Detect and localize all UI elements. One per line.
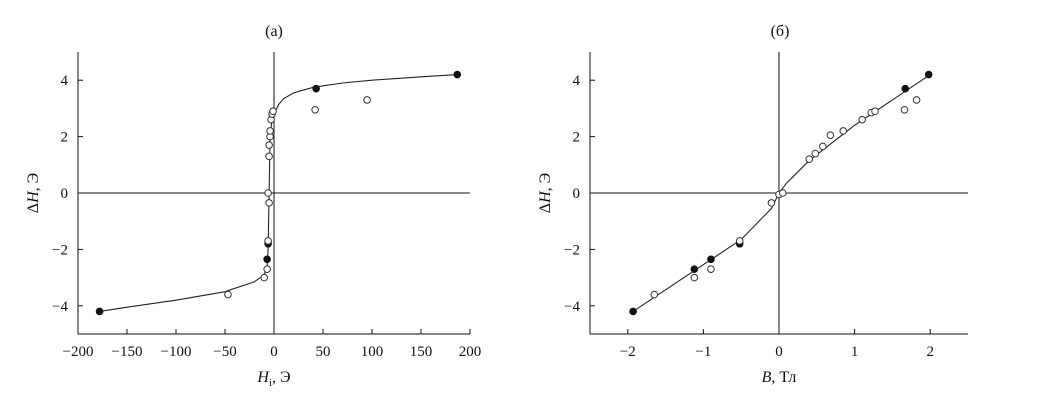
data-point-open [839, 127, 848, 135]
data-point-filled [707, 255, 715, 264]
data-point-open [363, 96, 371, 104]
data-point-filled [629, 307, 637, 316]
x-tick-label: −50 [213, 344, 236, 360]
y-tick-label: −2 [564, 242, 580, 258]
data-point-filled [924, 70, 933, 79]
y-tick-label: 4 [61, 73, 69, 89]
x-tick-label: 50 [316, 344, 331, 360]
x-tick-label: 2 [926, 344, 934, 360]
data-point-open [266, 127, 274, 135]
chart-panel-2: (б) −2 −1 0 1 2 −4 −2 0 2 4 B, Тл ΔH, Э [537, 23, 968, 386]
y-axis-label: ΔH, Э [25, 173, 42, 213]
y-tick-label: −4 [564, 299, 580, 315]
y-tick-label: −4 [52, 299, 68, 315]
x-tick-label: 0 [775, 344, 783, 360]
data-point-open [900, 106, 909, 114]
y-tick-label: 0 [573, 186, 581, 202]
data-point-open [264, 189, 272, 197]
x-tick-label: −200 [63, 344, 94, 360]
y-tick-label: 0 [61, 186, 69, 202]
y-axis-label: ΔH, Э [537, 173, 554, 213]
data-point-open [269, 107, 277, 116]
data-point-open [871, 107, 879, 116]
chart-title: (a) [265, 23, 283, 40]
chart-title: (б) [771, 23, 790, 40]
y-tick-label: −2 [52, 242, 68, 258]
data-point-open [826, 131, 835, 139]
data-point-filled [95, 307, 104, 316]
data-point-open [707, 265, 715, 273]
data-point-open [778, 189, 787, 197]
y-tick-label: 2 [573, 130, 581, 146]
x-axis-label: B, Тл [762, 369, 797, 386]
x-tick-label: 150 [410, 344, 433, 360]
data-point-open [263, 265, 271, 273]
x-tick-label: 200 [459, 344, 482, 360]
data-point-open [858, 115, 866, 124]
x-axis-label: Hi, Э [256, 369, 290, 389]
x-tick-label: −100 [161, 344, 192, 360]
data-point-open [260, 273, 269, 282]
x-tick-label: −1 [695, 344, 711, 360]
data-point-open [811, 149, 820, 158]
data-point-open [912, 96, 921, 104]
x-tick-label: 0 [270, 344, 278, 360]
chart-panel-1: (a) −200 −150 −100 −50 0 50 100 150 200 −4 −2 0 2 4 Hi,… [25, 23, 481, 389]
x-tick-label: −150 [112, 344, 143, 360]
data-point-open [265, 152, 273, 161]
x-tick-label: −2 [620, 344, 636, 360]
data-point-open [311, 106, 319, 114]
data-point-open [650, 290, 659, 299]
y-tick-label: 4 [573, 73, 581, 89]
data-point-filled [453, 70, 462, 79]
y-tick-label: 2 [61, 130, 69, 146]
data-point-open [265, 199, 273, 207]
data-point-open [264, 237, 272, 245]
data-point-filled [312, 84, 320, 93]
data-point-open [690, 273, 699, 282]
x-tick-label: 1 [851, 344, 859, 360]
x-tick-label: 100 [361, 344, 384, 360]
data-point-filled [901, 84, 910, 93]
data-point-open [735, 237, 744, 245]
data-point-filled [690, 265, 699, 273]
data-point-open [805, 155, 814, 163]
data-point-open [265, 141, 273, 149]
data-point-open [224, 290, 232, 299]
data-point-open [767, 199, 776, 207]
data-point-filled [263, 255, 271, 264]
data-point-open [819, 142, 827, 151]
